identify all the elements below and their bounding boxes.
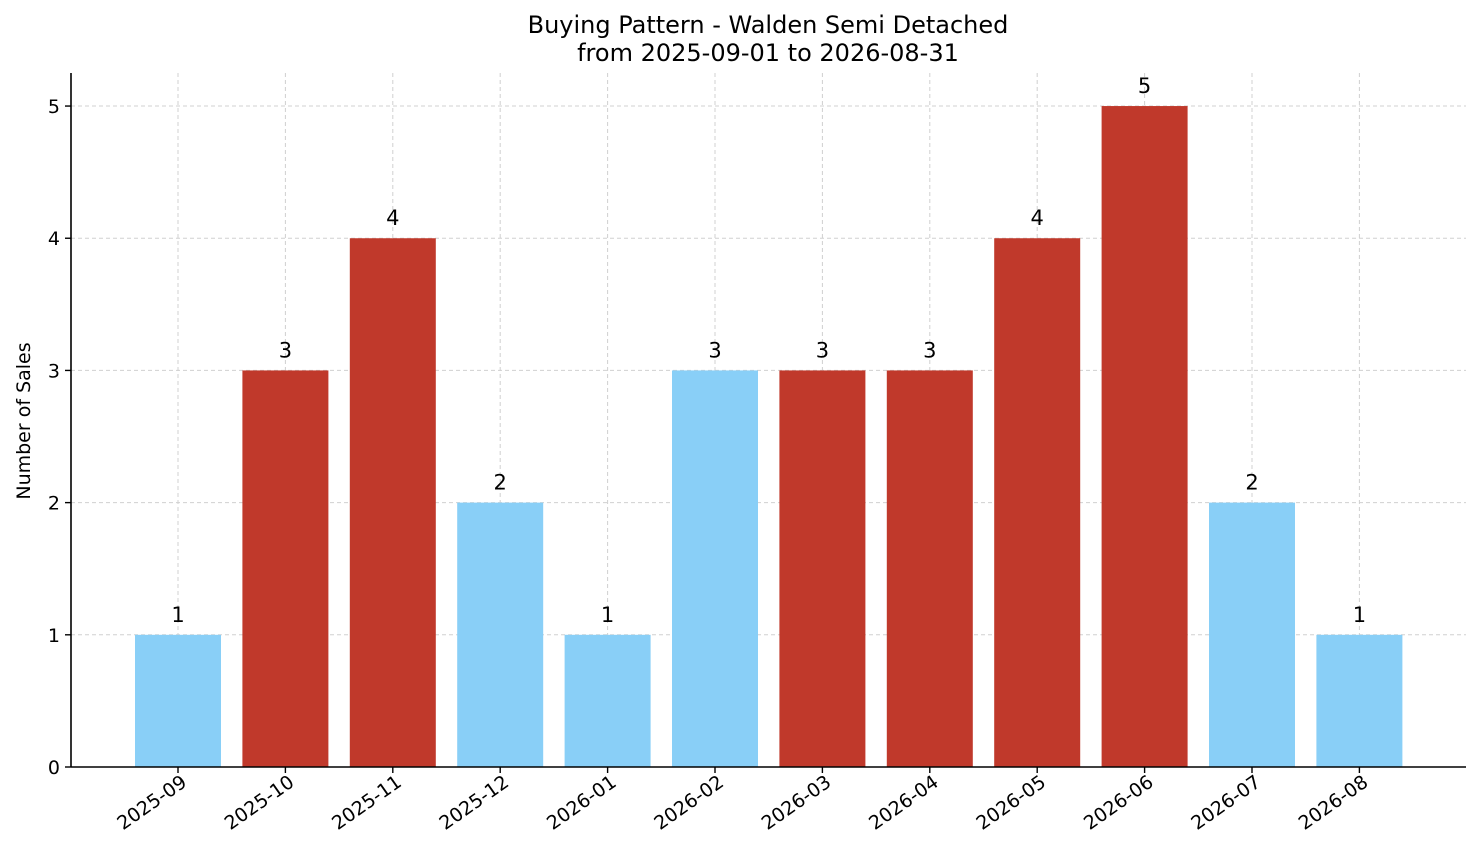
- x-tick-label: 2025-11: [328, 771, 406, 835]
- data-labels: 1 3 4 2 1 3 3 3 4 5 2 1: [171, 74, 1366, 627]
- data-label-2026-03: 3: [816, 338, 829, 362]
- bar-2026-02: [672, 370, 758, 767]
- x-tick-label: 2026-01: [543, 771, 621, 835]
- data-label-2025-12: 2: [494, 471, 507, 495]
- y-tick-label: 4: [48, 228, 60, 250]
- y-ticks: 0 1 2 3 4 5: [48, 96, 71, 779]
- y-tick-label: 5: [48, 96, 60, 118]
- axes: [70, 73, 1466, 768]
- data-label-2026-04: 3: [923, 338, 936, 362]
- x-tick-label: 2025-09: [113, 771, 191, 835]
- y-tick-label: 0: [48, 757, 60, 779]
- bar-2025-10: [242, 370, 329, 767]
- bar-2025-12: [457, 502, 544, 767]
- bar-2026-05: [994, 238, 1081, 767]
- bar-2026-01: [564, 634, 651, 767]
- data-label-2025-11: 4: [386, 206, 399, 230]
- bar-2025-09: [135, 634, 221, 767]
- bar-2026-06: [1101, 106, 1188, 768]
- bar-2026-03: [779, 370, 866, 767]
- x-tick-label: 2025-10: [221, 771, 299, 835]
- x-tick-label: 2026-08: [1295, 771, 1373, 835]
- bar-2025-11: [349, 238, 436, 767]
- data-label-2025-10: 3: [279, 338, 292, 362]
- bar-2026-07: [1209, 502, 1295, 767]
- y-axis-label: Number of Sales: [13, 342, 35, 499]
- data-label-2026-05: 4: [1031, 206, 1044, 230]
- chart-title: Buying Pattern - Walden Semi Detached: [528, 11, 1009, 39]
- x-tick-label: 2026-05: [972, 771, 1050, 835]
- chart-subtitle: from 2025-09-01 to 2026-08-31: [577, 39, 959, 67]
- data-label-2026-07: 2: [1245, 471, 1258, 495]
- data-label-2025-09: 1: [171, 603, 184, 627]
- bars: [135, 106, 1403, 768]
- y-tick-label: 2: [48, 493, 60, 515]
- x-ticks: 2025-09 2025-10 2025-11 2025-12 2026-01 2026-…: [113, 767, 1372, 835]
- x-tick-label: 2026-04: [865, 771, 943, 835]
- y-tick-label: 3: [48, 360, 60, 382]
- bar-2026-04: [886, 370, 973, 767]
- bar-2026-08: [1316, 634, 1403, 767]
- x-tick-label: 2026-07: [1187, 771, 1265, 835]
- data-label-2026-06: 5: [1138, 74, 1151, 98]
- x-tick-label: 2026-06: [1080, 771, 1158, 835]
- x-tick-label: 2025-12: [435, 771, 513, 835]
- data-label-2026-01: 1: [601, 603, 614, 627]
- x-tick-label: 2026-02: [650, 771, 728, 835]
- data-label-2026-08: 1: [1353, 603, 1366, 627]
- data-label-2026-02: 3: [708, 338, 721, 362]
- x-tick-label: 2026-03: [758, 771, 836, 835]
- y-tick-label: 1: [48, 625, 60, 647]
